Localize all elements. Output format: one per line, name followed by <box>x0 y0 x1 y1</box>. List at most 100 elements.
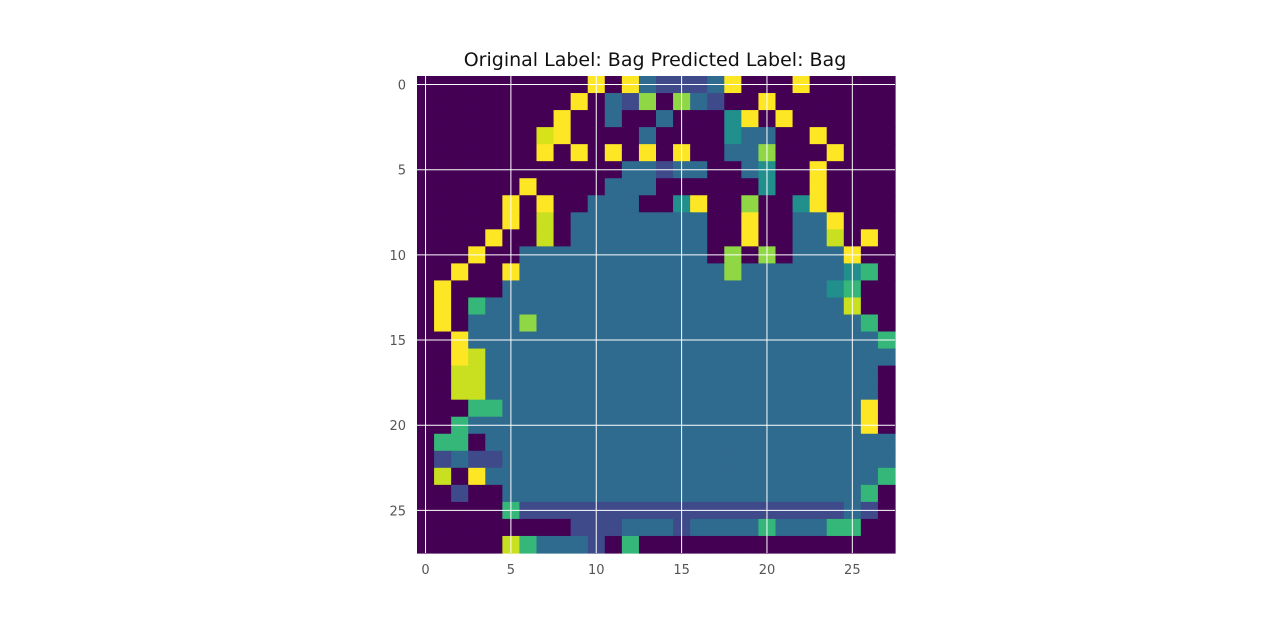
x-tick-label: 15 <box>673 563 690 578</box>
heatmap-cell <box>707 365 725 384</box>
heatmap-cell <box>775 280 794 299</box>
x-tick-label: 25 <box>844 563 861 578</box>
heatmap-cell <box>741 535 760 554</box>
heatmap-cell <box>451 110 469 128</box>
heatmap-cell <box>553 110 572 128</box>
heatmap-cell <box>553 450 572 469</box>
heatmap-cell <box>724 297 742 316</box>
heatmap-cell <box>792 535 811 554</box>
heatmap-cell <box>707 382 725 401</box>
heatmap-cell <box>621 433 640 452</box>
heatmap-cell <box>860 382 879 401</box>
heatmap-cell <box>809 484 828 503</box>
heatmap-cell <box>451 399 469 418</box>
heatmap-cell <box>621 399 640 418</box>
grid <box>417 76 895 553</box>
heatmap-cell <box>792 280 811 299</box>
heatmap-cell <box>621 93 640 111</box>
heatmap-cell <box>451 348 469 367</box>
heatmap-cell <box>536 518 555 537</box>
heatmap-cell <box>519 314 538 333</box>
heatmap-cell <box>775 518 794 537</box>
heatmap-cell <box>741 144 760 162</box>
heatmap-cell <box>536 280 555 299</box>
heatmap-cell <box>553 365 572 384</box>
heatmap-cell <box>860 365 879 384</box>
heatmap-cell <box>536 450 555 469</box>
heatmap-cell <box>621 382 640 401</box>
heatmap-cell <box>656 127 674 145</box>
heatmap-cell <box>451 450 469 469</box>
heatmap-cell <box>724 110 742 128</box>
heatmap-cell <box>809 110 828 128</box>
heatmap-cell <box>519 535 538 554</box>
heatmap-cell <box>604 450 623 469</box>
heatmap-cell <box>570 263 589 282</box>
heatmap-cell <box>536 382 555 401</box>
heatmap-cell <box>741 365 760 384</box>
heatmap-cell <box>724 518 742 537</box>
heatmap-cell <box>707 484 725 503</box>
heatmap-cell <box>741 297 760 316</box>
heatmap-cell <box>536 127 555 145</box>
heatmap-cell <box>809 399 828 418</box>
heatmap-cell <box>809 127 828 145</box>
heatmap-cell <box>775 433 794 452</box>
heatmap-cell <box>877 212 896 230</box>
heatmap-cell <box>536 484 555 503</box>
heatmap-cell <box>451 93 469 111</box>
heatmap-cell <box>553 93 572 111</box>
heatmap-cell <box>724 399 742 418</box>
heatmap-cell <box>536 263 555 282</box>
heatmap-cell <box>570 433 589 452</box>
heatmap-cell <box>536 144 555 162</box>
heatmap-cell <box>877 518 896 537</box>
heatmap-cell <box>570 450 589 469</box>
heatmap-cell <box>621 484 640 503</box>
heatmap-cell <box>826 467 845 486</box>
heatmap-cell <box>519 229 538 247</box>
heatmap-cell <box>792 450 811 469</box>
heatmap-cell <box>656 365 674 384</box>
heatmap-cell <box>570 314 589 333</box>
heatmap-cell <box>638 535 657 554</box>
heatmap-cell <box>656 178 674 196</box>
heatmap-cell <box>656 195 674 213</box>
heatmap-cell <box>690 518 708 537</box>
heatmap-cell <box>792 382 811 401</box>
heatmap-cell <box>775 297 794 316</box>
heatmap-cell <box>451 229 469 247</box>
heatmap-cell <box>809 263 828 282</box>
heatmap-cell <box>826 178 845 196</box>
heatmap-cell <box>485 229 503 247</box>
heatmap-cell <box>621 467 640 486</box>
heatmap-cell <box>451 382 469 401</box>
heatmap-cell <box>570 178 589 196</box>
heatmap-cell <box>724 365 742 384</box>
heatmap-cell <box>860 93 879 111</box>
heatmap-cell <box>775 263 794 282</box>
heatmap-cell <box>860 127 879 145</box>
heatmap-cell <box>485 178 503 196</box>
heatmap-cell <box>809 212 828 230</box>
heatmap-cell <box>656 450 674 469</box>
heatmap-cell <box>468 484 486 503</box>
heatmap-cell <box>434 127 452 145</box>
heatmap-cell <box>792 195 811 213</box>
heatmap-cell <box>519 127 538 145</box>
heatmap-cell <box>860 348 879 367</box>
heatmap-cell <box>690 229 708 247</box>
heatmap-cell <box>468 433 486 452</box>
heatmap-cell <box>741 433 760 452</box>
heatmap-cell <box>707 280 725 299</box>
x-tick-label: 5 <box>507 563 515 578</box>
heatmap-cell <box>826 93 845 111</box>
heatmap-cell <box>451 263 469 282</box>
heatmap-cell <box>656 535 674 554</box>
heatmap-cell <box>707 178 725 196</box>
y-tick-label: 0 <box>398 79 406 94</box>
heatmap-cell <box>451 365 469 384</box>
heatmap-cell <box>656 433 674 452</box>
heatmap-cell <box>707 399 725 418</box>
